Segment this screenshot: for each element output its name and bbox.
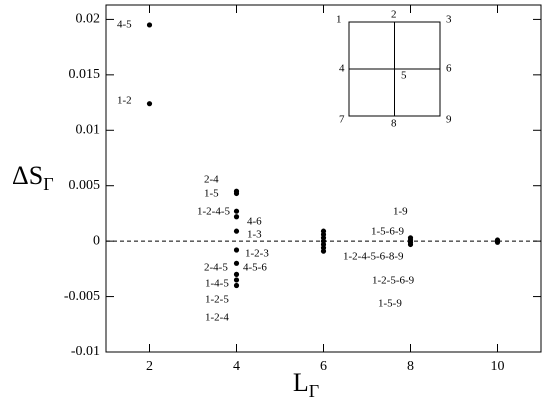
annotation: 1-2-4 xyxy=(205,312,229,324)
x-tick-label: 8 xyxy=(407,359,414,374)
point xyxy=(146,101,153,107)
annotation: 2-4-5 xyxy=(204,262,228,274)
annotation: 1-2-4-5 xyxy=(197,206,230,218)
annotation: 1-4-5 xyxy=(205,278,229,290)
point xyxy=(233,247,240,253)
annotation: 4-6 xyxy=(247,216,262,228)
inset-label: 9 xyxy=(446,114,452,126)
annotation: 1-2-4-5-6-8-9 xyxy=(343,251,404,263)
inset-label: 5 xyxy=(401,70,407,82)
point xyxy=(233,214,240,220)
x-tick-label: 6 xyxy=(320,359,327,374)
annotation: 4-5-6 xyxy=(243,262,267,274)
annotation: 1-2-5-6-9 xyxy=(372,275,415,287)
point xyxy=(494,239,501,245)
annotation: 1-3 xyxy=(247,229,262,241)
inset-label: 6 xyxy=(446,63,452,75)
annotation: 1-5 xyxy=(204,188,219,200)
point xyxy=(233,271,240,277)
inset-label: 2 xyxy=(391,9,397,21)
annotation: 1-5-6-9 xyxy=(371,226,404,238)
y-tick-label: 0.005 xyxy=(69,178,101,193)
point xyxy=(233,260,240,266)
y-axis-label-sub: Γ xyxy=(43,174,53,194)
x-axis-label-main: L xyxy=(293,368,309,397)
point xyxy=(320,248,327,254)
point xyxy=(146,22,153,28)
plot-frame xyxy=(105,4,542,353)
point xyxy=(233,282,240,289)
x-axis-label-sub: Γ xyxy=(309,381,319,401)
y-tick-label: -0.005 xyxy=(64,289,100,304)
point xyxy=(233,190,240,197)
inset-label: 3 xyxy=(446,14,452,26)
x-tick-label: 4 xyxy=(233,359,240,374)
y-tick-label: 0.02 xyxy=(76,12,101,27)
point xyxy=(407,241,414,248)
y-tick-label: -0.01 xyxy=(71,344,100,359)
inset-label: 8 xyxy=(391,118,397,130)
inset-label: 1 xyxy=(336,14,342,26)
point xyxy=(233,208,240,214)
y-tick-label: 0.015 xyxy=(69,67,101,82)
annotation: 1-9 xyxy=(393,206,408,218)
annotation: 1-2-5 xyxy=(205,294,229,306)
y-axis-label: ΔSΓ xyxy=(12,161,54,194)
x-axis-label: LΓ xyxy=(293,368,319,401)
annotation: 2-4 xyxy=(204,174,219,186)
x-tick-label: 2 xyxy=(146,359,153,374)
annotation: 1-5-9 xyxy=(378,298,402,310)
inset-label: 4 xyxy=(339,63,345,75)
inset-label: 7 xyxy=(339,114,345,126)
inset xyxy=(348,21,441,117)
y-axis-label-main: ΔS xyxy=(12,161,43,190)
x-tick-label: 10 xyxy=(491,359,505,374)
y-tick-label: 0 xyxy=(93,233,100,248)
point xyxy=(233,277,240,283)
y-tick-label: 0.01 xyxy=(76,122,101,137)
annotation: 1-2 xyxy=(117,95,132,107)
annotation: 1-2-3 xyxy=(245,248,269,260)
point xyxy=(233,228,240,234)
annotation: 4-5 xyxy=(117,19,132,31)
